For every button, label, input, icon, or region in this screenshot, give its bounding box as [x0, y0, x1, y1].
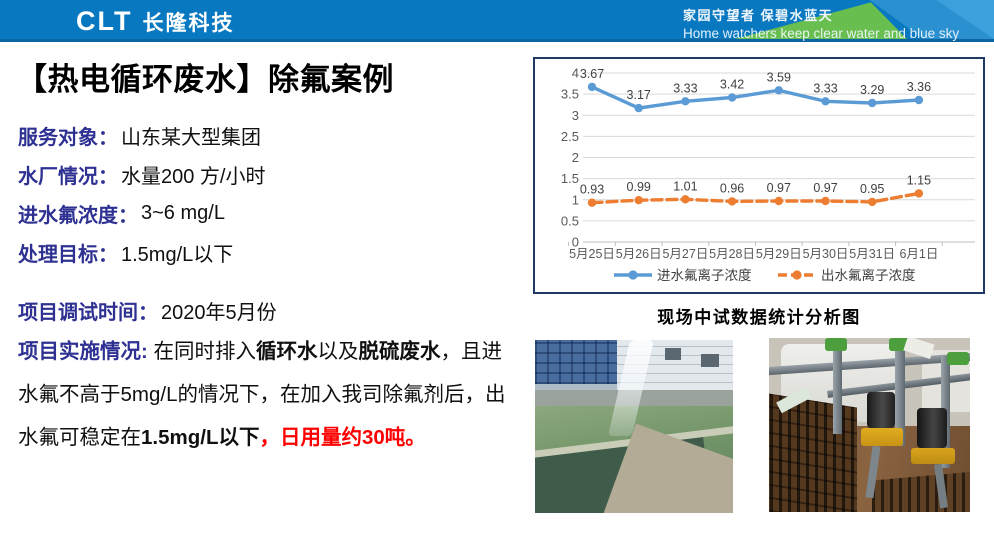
info-row-service-target: 服务对象： 山东某大型集团 [18, 116, 265, 155]
svg-text:6月1日: 6月1日 [899, 247, 938, 261]
svg-text:0.93: 0.93 [580, 183, 604, 197]
info-row-plant-condition: 水厂情况： 水量200 方/小时 [18, 155, 265, 194]
company-logo: CLT 长隆科技 [76, 6, 234, 37]
implementation-text: 在同时排入循环水以及脱硫废水，且进水氟不高于5mg/L的情况下，在加入我司除氟剂… [18, 340, 505, 449]
info-value: 1.5mg/L以下 [121, 244, 234, 266]
pump-green-valve-shape [947, 352, 969, 365]
pool-building-window [701, 354, 719, 367]
info-row-commissioning-time: 项目调试时间： 2020年5月份 [18, 294, 277, 326]
logo-clt-text: CLT [76, 6, 133, 36]
svg-text:出水氟离子浓度: 出水氟离子浓度 [821, 267, 916, 283]
svg-text:5月25日: 5月25日 [569, 247, 615, 261]
svg-text:0.97: 0.97 [813, 181, 837, 195]
svg-text:3.42: 3.42 [720, 78, 744, 92]
pump-yellow-body-shape [861, 428, 903, 446]
project-info-list: 服务对象： 山东某大型集团 水厂情况： 水量200 方/小时 进水氟浓度： 3~… [18, 116, 265, 272]
svg-text:1.01: 1.01 [673, 179, 697, 193]
svg-text:5月26日: 5月26日 [616, 247, 662, 261]
info-value: 山东某大型集团 [121, 127, 261, 149]
svg-text:0.96: 0.96 [720, 181, 744, 195]
info-label: 水厂情况： [18, 166, 118, 188]
svg-text:5月29日: 5月29日 [756, 247, 802, 261]
info-row-inlet-fluoride: 进水氟浓度： 3~6 mg/L [18, 194, 265, 233]
info-label: 处理目标： [18, 244, 118, 266]
pump-motor-shape [917, 408, 947, 448]
svg-text:0.99: 0.99 [627, 180, 651, 194]
info-value: 水量200 方/小时 [121, 166, 266, 188]
svg-text:3.36: 3.36 [907, 80, 931, 94]
implementation-text-segment: ，日用量约30吨。 [259, 426, 426, 449]
implementation-paragraph: 项目实施情况: 在同时排入循环水以及脱硫废水，且进水氟不高于5mg/L的情况下，… [18, 330, 517, 459]
info-value: 2020年5月份 [161, 301, 277, 324]
header-bar: CLT 长隆科技 家园守望者 保碧水蓝天 Home watchers keep … [0, 0, 994, 42]
implementation-text-segment: ，且进水氟不高于5mg/L的情况下，在加入我司除氟剂后，出水氟可稳定在 [18, 340, 506, 449]
pilot-data-line-chart: 0 0.5 1 1.5 2 2.5 3 3.5 4 5月25日 5月26日 5月27日 5月28日 5月2… [533, 57, 985, 294]
header-underline [0, 39, 994, 42]
pump-vertical-pipe-shape [895, 342, 905, 446]
svg-text:0.97: 0.97 [767, 181, 791, 195]
info-label: 进水氟浓度： [18, 205, 138, 227]
svg-text:2.5: 2.5 [561, 129, 579, 144]
svg-text:0: 0 [572, 235, 579, 250]
svg-text:3.17: 3.17 [627, 88, 651, 102]
svg-text:3.33: 3.33 [673, 81, 697, 95]
slogan-chinese: 家园守望者 保碧水蓝天 [683, 8, 834, 23]
implementation-text-segment: 1.5mg/L以下 [141, 426, 260, 449]
svg-text:1.15: 1.15 [907, 173, 931, 187]
implementation-text-segment: 以及 [317, 340, 359, 363]
implementation-text-segment: 脱硫废水 [358, 340, 441, 363]
svg-text:5月28日: 5月28日 [709, 247, 755, 261]
svg-text:5月27日: 5月27日 [662, 247, 708, 261]
pump-vertical-pipe-shape [833, 346, 842, 434]
line-chart-svg: 0 0.5 1 1.5 2 2.5 3 3.5 4 5月25日 5月26日 5月27日 5月28日 5月2… [561, 66, 975, 283]
pool-scaffolding-shape [535, 340, 631, 384]
svg-text:3.33: 3.33 [813, 81, 837, 95]
logo-brand-name: 长隆科技 [142, 12, 235, 35]
svg-text:进水氟离子浓度: 进水氟离子浓度 [657, 267, 752, 283]
implementation-text-segment: 在同时排入 [147, 340, 257, 363]
pool-building-window [665, 348, 681, 360]
dosing-pumps-photo [769, 338, 970, 512]
svg-text:0.95: 0.95 [860, 182, 884, 196]
info-row-treatment-goal: 处理目标： 1.5mg/L以下 [18, 233, 265, 272]
treatment-pool-photo [535, 340, 733, 513]
info-value: 3~6 mg/L [141, 202, 225, 224]
svg-text:2: 2 [572, 150, 579, 165]
header-slogan: 家园守望者 保碧水蓝天 Home watchers keep clear wat… [683, 5, 959, 41]
page-title: 【热电循环废水】除氟案例 [16, 62, 394, 97]
svg-text:1.5: 1.5 [561, 171, 579, 186]
svg-text:5月30日: 5月30日 [803, 247, 849, 261]
slogan-english: Home watchers keep clear water and blue … [683, 26, 960, 41]
svg-text:5月31日: 5月31日 [849, 247, 895, 261]
svg-text:3.5: 3.5 [561, 87, 579, 102]
svg-text:3.59: 3.59 [767, 70, 791, 84]
svg-text:3: 3 [572, 108, 579, 123]
pump-green-valve-shape [825, 338, 847, 351]
pump-motor-shape [867, 392, 895, 428]
implementation-text-segment: 循环水 [256, 340, 318, 363]
svg-text:0.5: 0.5 [561, 213, 579, 228]
implementation-label: 项目实施情况: [18, 340, 148, 363]
chart-caption: 现场中试数据统计分析图 [657, 308, 861, 327]
svg-text:1: 1 [572, 192, 579, 207]
svg-text:3.29: 3.29 [860, 83, 884, 97]
svg-text:3.67: 3.67 [580, 67, 604, 81]
info-label: 项目调试时间： [18, 301, 158, 324]
info-label: 服务对象： [18, 127, 118, 149]
svg-text:4: 4 [572, 66, 579, 81]
pump-yellow-body-shape [911, 448, 955, 464]
